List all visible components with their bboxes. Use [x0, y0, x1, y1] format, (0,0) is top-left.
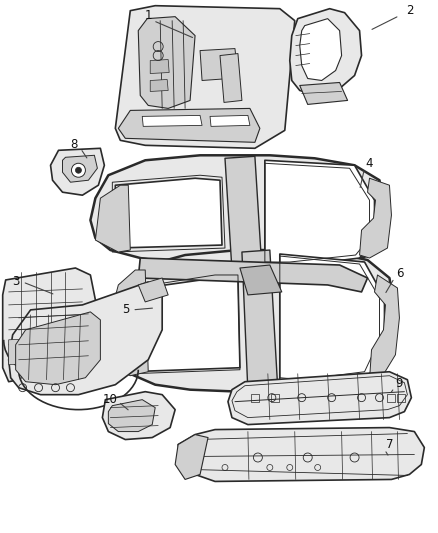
Polygon shape — [108, 400, 155, 432]
Polygon shape — [225, 156, 262, 270]
Polygon shape — [178, 427, 424, 481]
Polygon shape — [228, 372, 411, 425]
Text: 2: 2 — [406, 4, 413, 17]
Polygon shape — [175, 434, 208, 480]
Polygon shape — [265, 160, 374, 266]
Polygon shape — [108, 270, 148, 376]
Polygon shape — [118, 108, 260, 142]
Polygon shape — [130, 278, 240, 372]
Polygon shape — [9, 282, 162, 394]
Polygon shape — [142, 116, 202, 126]
Polygon shape — [138, 258, 367, 292]
Polygon shape — [150, 60, 169, 74]
Polygon shape — [115, 6, 295, 148]
Polygon shape — [63, 155, 97, 182]
Polygon shape — [200, 49, 238, 80]
Polygon shape — [290, 9, 361, 95]
Text: 1: 1 — [145, 9, 152, 22]
Polygon shape — [370, 275, 399, 379]
Text: 6: 6 — [396, 268, 403, 280]
Polygon shape — [90, 155, 385, 270]
Polygon shape — [300, 19, 342, 80]
Polygon shape — [300, 83, 348, 104]
Text: 10: 10 — [103, 393, 118, 406]
Text: 7: 7 — [386, 438, 393, 451]
Polygon shape — [242, 250, 278, 392]
Polygon shape — [138, 278, 168, 302]
Polygon shape — [9, 338, 59, 365]
Polygon shape — [220, 53, 242, 102]
Polygon shape — [95, 185, 130, 252]
Polygon shape — [3, 268, 95, 382]
Text: 4: 4 — [366, 157, 373, 170]
Polygon shape — [102, 392, 175, 440]
Text: 3: 3 — [12, 276, 19, 288]
Polygon shape — [360, 178, 392, 258]
Polygon shape — [150, 79, 168, 92]
Polygon shape — [112, 250, 395, 392]
Polygon shape — [16, 312, 100, 385]
Circle shape — [75, 167, 81, 173]
Polygon shape — [240, 265, 282, 295]
Circle shape — [71, 163, 85, 177]
Text: 5: 5 — [123, 303, 130, 317]
Text: 9: 9 — [396, 377, 403, 390]
Polygon shape — [210, 116, 250, 126]
Polygon shape — [280, 254, 385, 384]
Polygon shape — [50, 148, 104, 195]
Polygon shape — [115, 178, 222, 248]
Text: 8: 8 — [70, 138, 77, 151]
Polygon shape — [138, 17, 195, 108]
